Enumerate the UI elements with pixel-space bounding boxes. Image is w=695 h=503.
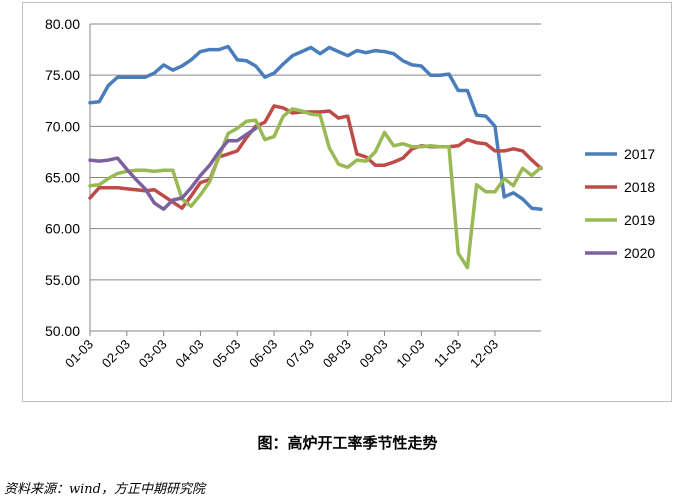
- x-tick-label: 10-03: [393, 337, 427, 371]
- x-tick-label: 12-03: [467, 337, 501, 371]
- legend-label-2020: 2020: [624, 245, 655, 261]
- y-axis-ticks: 50.00 55.00 60.00 65.00 70.00 75.00 80.00: [45, 16, 80, 339]
- x-tick-label: 09-03: [357, 337, 391, 371]
- y-tick-label: 70.00: [45, 118, 80, 134]
- y-tick-label: 65.00: [45, 170, 80, 186]
- series-line-2020: [88, 126, 258, 211]
- y-tick-label: 75.00: [45, 67, 80, 83]
- line-chart: 50.00 55.00 60.00 65.00 70.00 75.00 80.00 01-0…: [45, 16, 655, 371]
- legend: 2017 2018 2019 2020: [585, 146, 655, 261]
- grid-lines: [89, 23, 541, 336]
- series-line-2017: [88, 44, 543, 211]
- x-tick-label: 07-03: [283, 337, 317, 371]
- y-tick-label: 55.00: [45, 272, 80, 288]
- chart-frame: 50.00 55.00 60.00 65.00 70.00 75.00 80.00 01-0…: [22, 2, 672, 402]
- y-tick-label: 60.00: [45, 221, 80, 237]
- x-tick-label: 06-03: [246, 337, 280, 371]
- x-tick-label: 08-03: [320, 337, 354, 371]
- x-tick-label: 11-03: [431, 337, 464, 370]
- legend-label-2018: 2018: [624, 179, 655, 195]
- x-tick-label: 04-03: [172, 337, 206, 371]
- legend-label-2017: 2017: [624, 146, 655, 162]
- y-tick-label: 80.00: [45, 16, 80, 32]
- y-tick-label: 50.00: [45, 323, 80, 339]
- x-tick-label: 03-03: [136, 337, 170, 371]
- figure-caption: 图：高炉开工率季节性走势: [257, 434, 438, 452]
- source-note: 资料来源：wind，方正中期研究院: [4, 482, 205, 497]
- series-line-2018: [88, 104, 543, 210]
- legend-label-2019: 2019: [624, 212, 655, 228]
- x-tick-label: 05-03: [209, 337, 243, 371]
- x-tick-label: 02-03: [99, 337, 133, 371]
- x-axis-ticks: 01-03 02-03 03-03 04-03 05-03 06-03 07-03 08-03…: [62, 337, 501, 371]
- x-tick-label: 01-03: [62, 337, 96, 371]
- series-lines: [88, 44, 543, 270]
- series-line-2019: [88, 107, 543, 270]
